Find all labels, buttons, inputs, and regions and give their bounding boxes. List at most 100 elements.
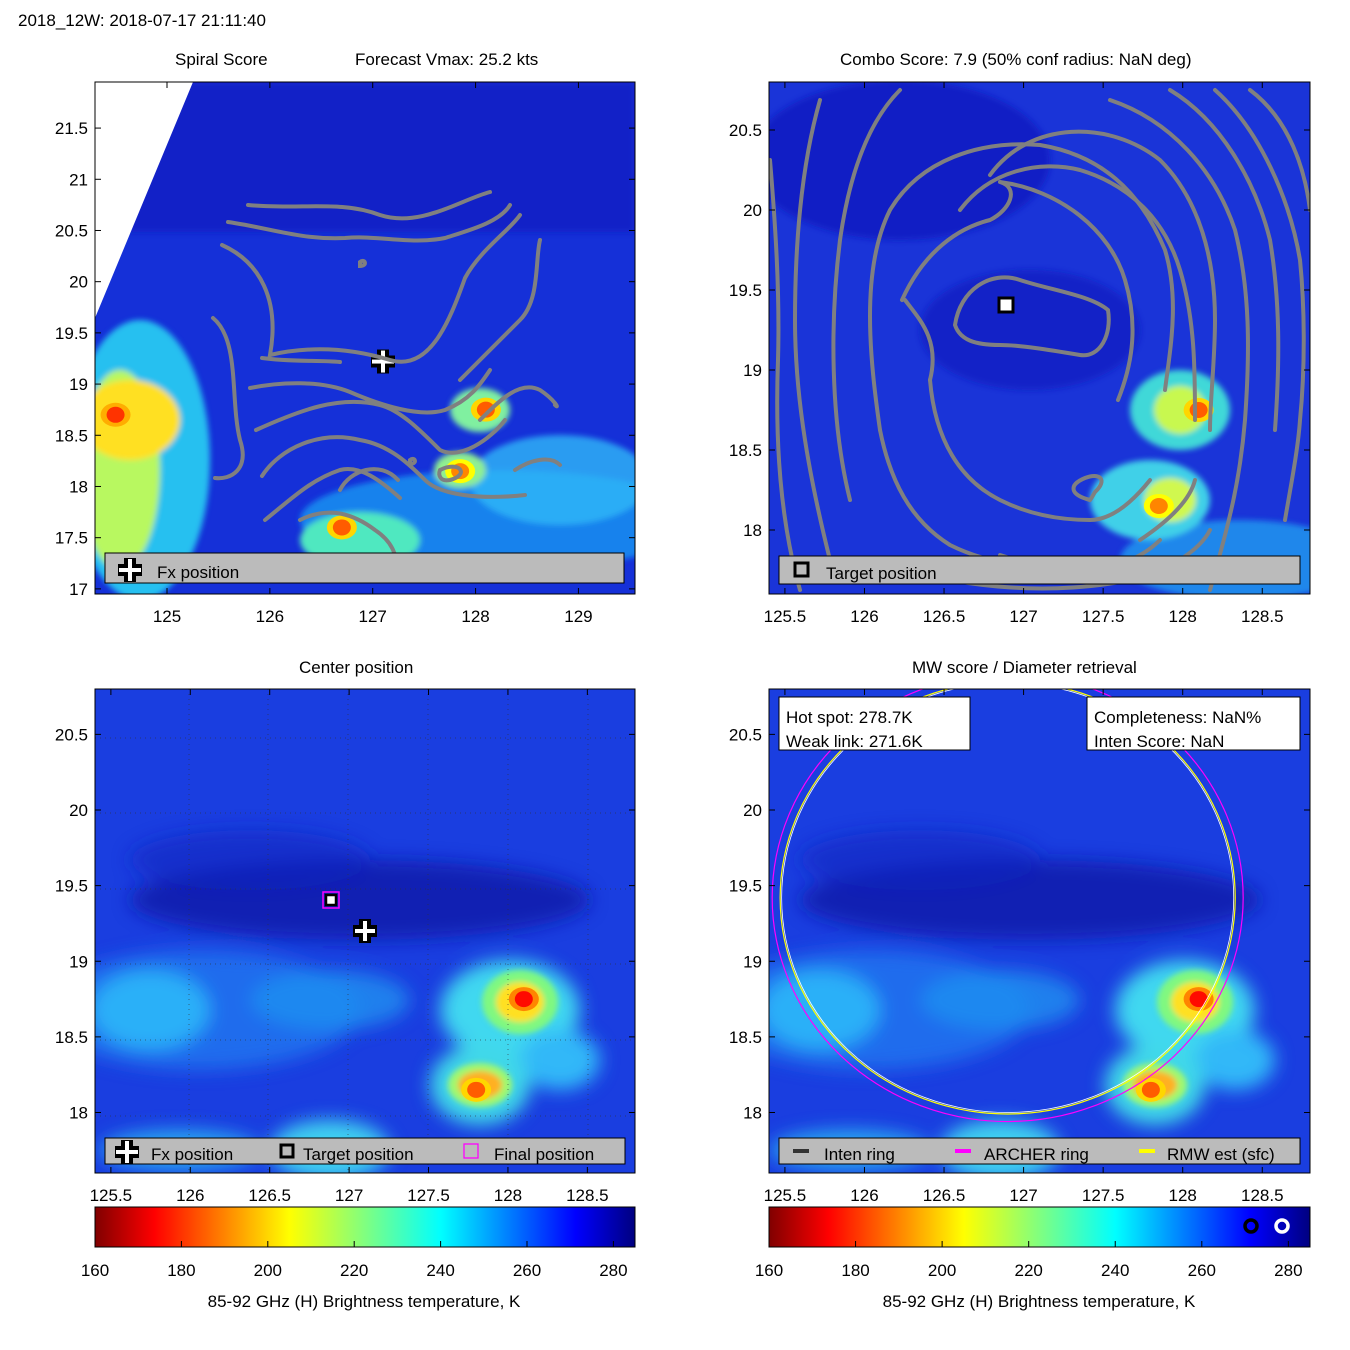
- br-legend-archer-label: ARCHER ring: [984, 1145, 1089, 1164]
- bl-legend-fx-label: Fx position: [151, 1145, 233, 1164]
- y-tick-label: 19.5: [55, 324, 88, 343]
- tl-no-data-region: [95, 82, 193, 318]
- hot-spot-core: [514, 991, 533, 1008]
- x-tick-label: 129: [564, 607, 592, 626]
- bl-legend-target-symbol: [279, 1143, 295, 1159]
- x-tick-label: 127: [359, 607, 387, 626]
- y-tick-label: 21: [69, 170, 88, 189]
- y-tick-label: 19: [69, 375, 88, 394]
- x-tick-label: 127.5: [407, 1186, 450, 1205]
- x-tick-label: 126: [176, 1186, 204, 1205]
- x-tick-label: 125.5: [764, 607, 807, 626]
- tr-target-marker: [997, 296, 1015, 314]
- y-tick-label: 18.5: [55, 426, 88, 445]
- br-axis-ticks: 125.5 126 126.5 127 127.5 128 128.5 20.5 20 19.5 1…: [729, 689, 1310, 1205]
- hot-spot-core: [1189, 991, 1208, 1008]
- y-tick-label: 18.5: [729, 441, 762, 460]
- y-tick-label: 19.5: [729, 877, 762, 896]
- x-tick-label: 128: [1169, 607, 1197, 626]
- colorbar-left-label: 85-92 GHz (H) Brightness temperature, K: [208, 1292, 521, 1311]
- y-tick-label: 18: [69, 477, 88, 496]
- bl-brightness-field: [95, 830, 600, 1173]
- y-tick-label: 20.5: [729, 725, 762, 744]
- x-tick-label: 127.5: [1082, 1186, 1125, 1205]
- bl-hot-spots: [461, 987, 539, 1102]
- y-tick-label: 18: [743, 1104, 762, 1123]
- y-tick-label: 19.5: [729, 281, 762, 300]
- hot-spot-core: [1189, 402, 1208, 418]
- hot-spot-core: [106, 406, 125, 423]
- colorbar-tick-label: 240: [1101, 1261, 1129, 1280]
- y-tick-label: 20.5: [55, 725, 88, 744]
- tl-title-right: Forecast Vmax: 25.2 kts: [355, 50, 539, 69]
- y-tick-label: 18: [69, 1104, 88, 1123]
- y-tick-label: 21.5: [55, 119, 88, 138]
- br-info-left-box: [778, 696, 971, 751]
- br-hot-spots: [1135, 987, 1214, 1102]
- tl-axes-frame: [94, 81, 636, 595]
- panel-mw-score: 125.5 126 126.5 127 127.5 128 128.5 20.5 20 19.5 1…: [729, 688, 1311, 1205]
- colorbar-hot-spot-marker: [1274, 1218, 1290, 1234]
- hot-spot-core: [1149, 498, 1168, 514]
- y-tick-label: 17: [69, 580, 88, 599]
- br-legend-archer-symbol: [955, 1149, 971, 1153]
- tl-legend-box: [104, 552, 625, 584]
- colorbar-tick-label: 240: [426, 1261, 454, 1280]
- colorbar-tick-label: 180: [167, 1261, 195, 1280]
- x-tick-label: 126: [256, 607, 284, 626]
- panel-spiral-score: 125 126 127 128 129 21.5 21 20.5 20 19.5 19 18.5 18 1…: [55, 81, 636, 626]
- tr-axes-frame: [768, 81, 1311, 595]
- colorbar-tick-label: 200: [254, 1261, 282, 1280]
- colorbar-ticks: 160 180 200 220 240 260 280 160 180 200 220 240 260 2…: [81, 1241, 1303, 1280]
- rmw-ring: [779, 689, 1236, 1115]
- tl-legend-fx-symbol: [118, 558, 142, 582]
- y-tick-label: 20: [69, 273, 88, 292]
- x-tick-label: 126.5: [923, 1186, 966, 1205]
- bl-grid: [95, 689, 635, 1173]
- bl-legend-box: [104, 1137, 626, 1165]
- x-tick-label: 127: [1009, 1186, 1037, 1205]
- bl-legend-target-label: Target position: [303, 1145, 414, 1164]
- hot-spot-core: [476, 401, 495, 418]
- br-hot-spot-text: Hot spot: 278.7K: [786, 708, 913, 727]
- y-tick-label: 20.5: [729, 121, 762, 140]
- figure-header: 2018_12W: 2018-07-17 21:11:40: [18, 11, 266, 30]
- y-tick-label: 19.5: [55, 877, 88, 896]
- colorbar-tick-label: 200: [928, 1261, 956, 1280]
- colorbar-tick-label: 260: [513, 1261, 541, 1280]
- y-tick-label: 19: [69, 952, 88, 971]
- tl-legend-fx-label: Fx position: [157, 563, 239, 582]
- panel-combo-score: 125.5 126 126.5 127 127.5 128 128.5 20.5 20 19.5 1…: [729, 81, 1311, 626]
- colorbar-tick-label: 220: [1014, 1261, 1042, 1280]
- colorbar-weak-link-marker: [1243, 1218, 1259, 1234]
- x-tick-label: 128.5: [566, 1186, 609, 1205]
- tr-title: Combo Score: 7.9 (50% conf radius: NaN d…: [840, 50, 1192, 69]
- rmw-ring-inner: [781, 689, 1235, 1113]
- y-tick-label: 20: [69, 801, 88, 820]
- colorbar-right-label: 85-92 GHz (H) Brightness temperature, K: [883, 1292, 1196, 1311]
- colorbar-tick-label: 160: [81, 1261, 109, 1280]
- tr-legend-target-symbol: [793, 561, 810, 578]
- tl-title-left: Spiral Score: [175, 50, 268, 69]
- y-tick-label: 18.5: [55, 1028, 88, 1047]
- br-weak-link-text: Weak link: 271.6K: [786, 732, 923, 751]
- x-tick-label: 128: [1169, 1186, 1197, 1205]
- tl-axis-ticks: 125 126 127 128 129 21.5 21 20.5 20 19.5 19 18.5 18 1…: [55, 82, 635, 626]
- bl-axes-frame: [94, 688, 636, 1174]
- br-legend-box: [778, 1137, 1301, 1165]
- br-title: MW score / Diameter retrieval: [912, 658, 1137, 677]
- x-tick-label: 127: [335, 1186, 363, 1205]
- br-legend-inten-symbol: [793, 1149, 809, 1153]
- colorbar-tick-label: 220: [340, 1261, 368, 1280]
- x-tick-label: 128.5: [1241, 1186, 1284, 1205]
- x-tick-label: 127.5: [1082, 607, 1125, 626]
- y-tick-label: 20: [743, 801, 762, 820]
- y-tick-label: 20.5: [55, 221, 88, 240]
- colorbar-tick-label: 280: [599, 1261, 627, 1280]
- colorbar-left: [94, 1206, 636, 1248]
- hot-spot-core: [467, 1081, 486, 1098]
- br-legend-rmw-label: RMW est (sfc): [1167, 1145, 1275, 1164]
- br-completeness-text: Completeness: NaN%: [1094, 708, 1261, 727]
- y-tick-label: 17.5: [55, 529, 88, 548]
- x-tick-label: 125.5: [764, 1186, 807, 1205]
